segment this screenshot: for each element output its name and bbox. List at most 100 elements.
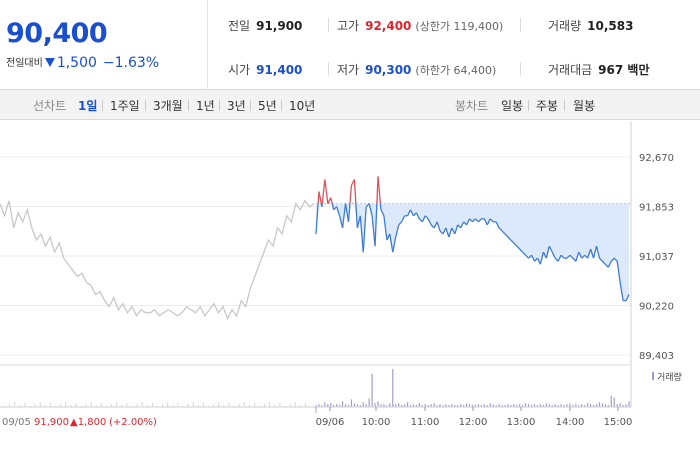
price-segment-down bbox=[557, 254, 562, 262]
stat-label: 시가 bbox=[228, 63, 251, 77]
tab-candle-weekly[interactable]: 주봉 bbox=[536, 99, 559, 113]
volume-bar bbox=[590, 404, 592, 407]
tab-candle-monthly[interactable]: 월봉 bbox=[573, 99, 596, 113]
price-segment-down bbox=[368, 203, 373, 216]
change-value: 1,500 bbox=[56, 55, 97, 71]
volume-bar bbox=[572, 405, 574, 407]
price-segment-down bbox=[457, 224, 462, 229]
current-price: 90,400 bbox=[6, 18, 108, 49]
price-chart[interactable]: 92,670 91,853 91,037 90,220 89,403 거래량 09/06… bbox=[0, 121, 700, 450]
volume-bar-prev bbox=[126, 403, 128, 407]
price-segment-down bbox=[510, 239, 515, 244]
price-segment-down bbox=[536, 257, 541, 265]
volume-bar bbox=[542, 405, 544, 407]
y-tick-label: 91,853 bbox=[639, 203, 674, 214]
volume-bar bbox=[436, 405, 438, 407]
tab-period-1y[interactable]: 1년 bbox=[196, 99, 215, 113]
tab-period-5y[interactable]: 5년 bbox=[258, 99, 277, 113]
volume-bar bbox=[362, 402, 364, 407]
volume-bar bbox=[341, 401, 344, 407]
volume-bar-prev bbox=[141, 402, 143, 407]
volume-bar-prev bbox=[172, 405, 174, 407]
volume-bar bbox=[507, 404, 509, 407]
price-segment-down bbox=[436, 221, 441, 232]
price-segment-down bbox=[569, 254, 574, 259]
price-segment-down bbox=[554, 257, 559, 262]
volume-bar bbox=[592, 405, 595, 407]
volume-bar bbox=[368, 398, 370, 407]
price-segment-down bbox=[380, 209, 385, 217]
tab-divider bbox=[528, 100, 529, 111]
price-segment-down bbox=[625, 294, 630, 301]
volume-bar-prev bbox=[121, 405, 123, 407]
volume-bar bbox=[477, 404, 480, 407]
volume-bar bbox=[528, 404, 530, 407]
volume-bar bbox=[598, 402, 601, 407]
price-segment-down bbox=[483, 218, 488, 226]
volume-bar-prev bbox=[95, 405, 97, 407]
x-tick-label: 11:00 bbox=[411, 417, 440, 428]
volume-bar bbox=[424, 404, 426, 407]
volume-bar-prev bbox=[14, 402, 16, 407]
tab-period-10y[interactable]: 10년 bbox=[289, 99, 316, 113]
volume-bar bbox=[321, 405, 323, 407]
price-segment-down bbox=[607, 260, 612, 268]
stat-value: 91,400 bbox=[256, 63, 303, 77]
price-segment bbox=[374, 203, 378, 247]
volume-bar-prev bbox=[197, 405, 199, 407]
change-label: 전일대비 bbox=[6, 58, 43, 69]
volume-bar-prev bbox=[192, 402, 194, 407]
price-segment-down bbox=[599, 257, 603, 262]
volume-bar bbox=[504, 405, 506, 407]
tab-period-3y[interactable]: 3년 bbox=[227, 99, 246, 113]
volume-bar-prev bbox=[294, 402, 296, 407]
volume-bar bbox=[377, 401, 379, 407]
tab-period-1w[interactable]: 1주일 bbox=[110, 99, 140, 113]
price-segment-down bbox=[454, 224, 459, 235]
price-segment-down bbox=[341, 203, 347, 228]
price-segment-down bbox=[601, 260, 606, 265]
volume-bar bbox=[587, 403, 589, 407]
volume-bar bbox=[451, 404, 453, 407]
volume-bar-prev bbox=[111, 404, 113, 407]
price-segment-down bbox=[530, 254, 536, 262]
volume-bar bbox=[483, 404, 485, 407]
volume-bar bbox=[386, 405, 388, 407]
tab-divider bbox=[188, 100, 189, 111]
quote-header: 90,400 전일대비 1,500 −1.63% 전일 91,900 고가 92,400… bbox=[0, 0, 700, 90]
price-segment-down bbox=[504, 233, 509, 238]
tab-candle-daily[interactable]: 일봉 bbox=[501, 99, 524, 113]
volume-bar bbox=[457, 405, 459, 407]
volume-bar-prev bbox=[238, 404, 240, 407]
price-segment-down bbox=[415, 212, 420, 220]
volume-bar bbox=[595, 404, 598, 407]
tab-period-1d[interactable]: 1일 bbox=[78, 99, 98, 113]
volume-bar-prev bbox=[65, 402, 67, 407]
volume-bar bbox=[353, 403, 355, 407]
price-segment-up bbox=[324, 179, 329, 204]
change-percent: −1.63% bbox=[102, 55, 160, 71]
price-segment-down bbox=[344, 203, 350, 222]
price-segment-down bbox=[534, 257, 538, 262]
tab-period-3m[interactable]: 3개월 bbox=[153, 99, 183, 113]
price-segment-down bbox=[392, 236, 397, 253]
divider bbox=[328, 62, 329, 76]
volume-bar bbox=[489, 403, 491, 407]
volume-bar-prev bbox=[70, 405, 72, 407]
volume-bar-prev bbox=[9, 404, 11, 407]
price-segment-down bbox=[401, 215, 406, 223]
volume-bar bbox=[471, 405, 474, 407]
volume-bar-prev bbox=[44, 405, 46, 407]
volume-bar-prev bbox=[151, 403, 153, 407]
volume-bar bbox=[610, 395, 612, 407]
volume-bar bbox=[480, 405, 482, 407]
stat-value: 92,400 bbox=[365, 19, 412, 33]
volume-bar bbox=[412, 404, 415, 407]
volume-bar bbox=[601, 403, 604, 407]
volume-bar-prev bbox=[167, 402, 169, 407]
price-segment-down bbox=[587, 248, 592, 259]
volume-bar bbox=[427, 405, 429, 407]
volume-bar bbox=[415, 405, 417, 407]
volume-bar-prev bbox=[60, 404, 62, 407]
stat-label: 저가 bbox=[337, 63, 360, 77]
